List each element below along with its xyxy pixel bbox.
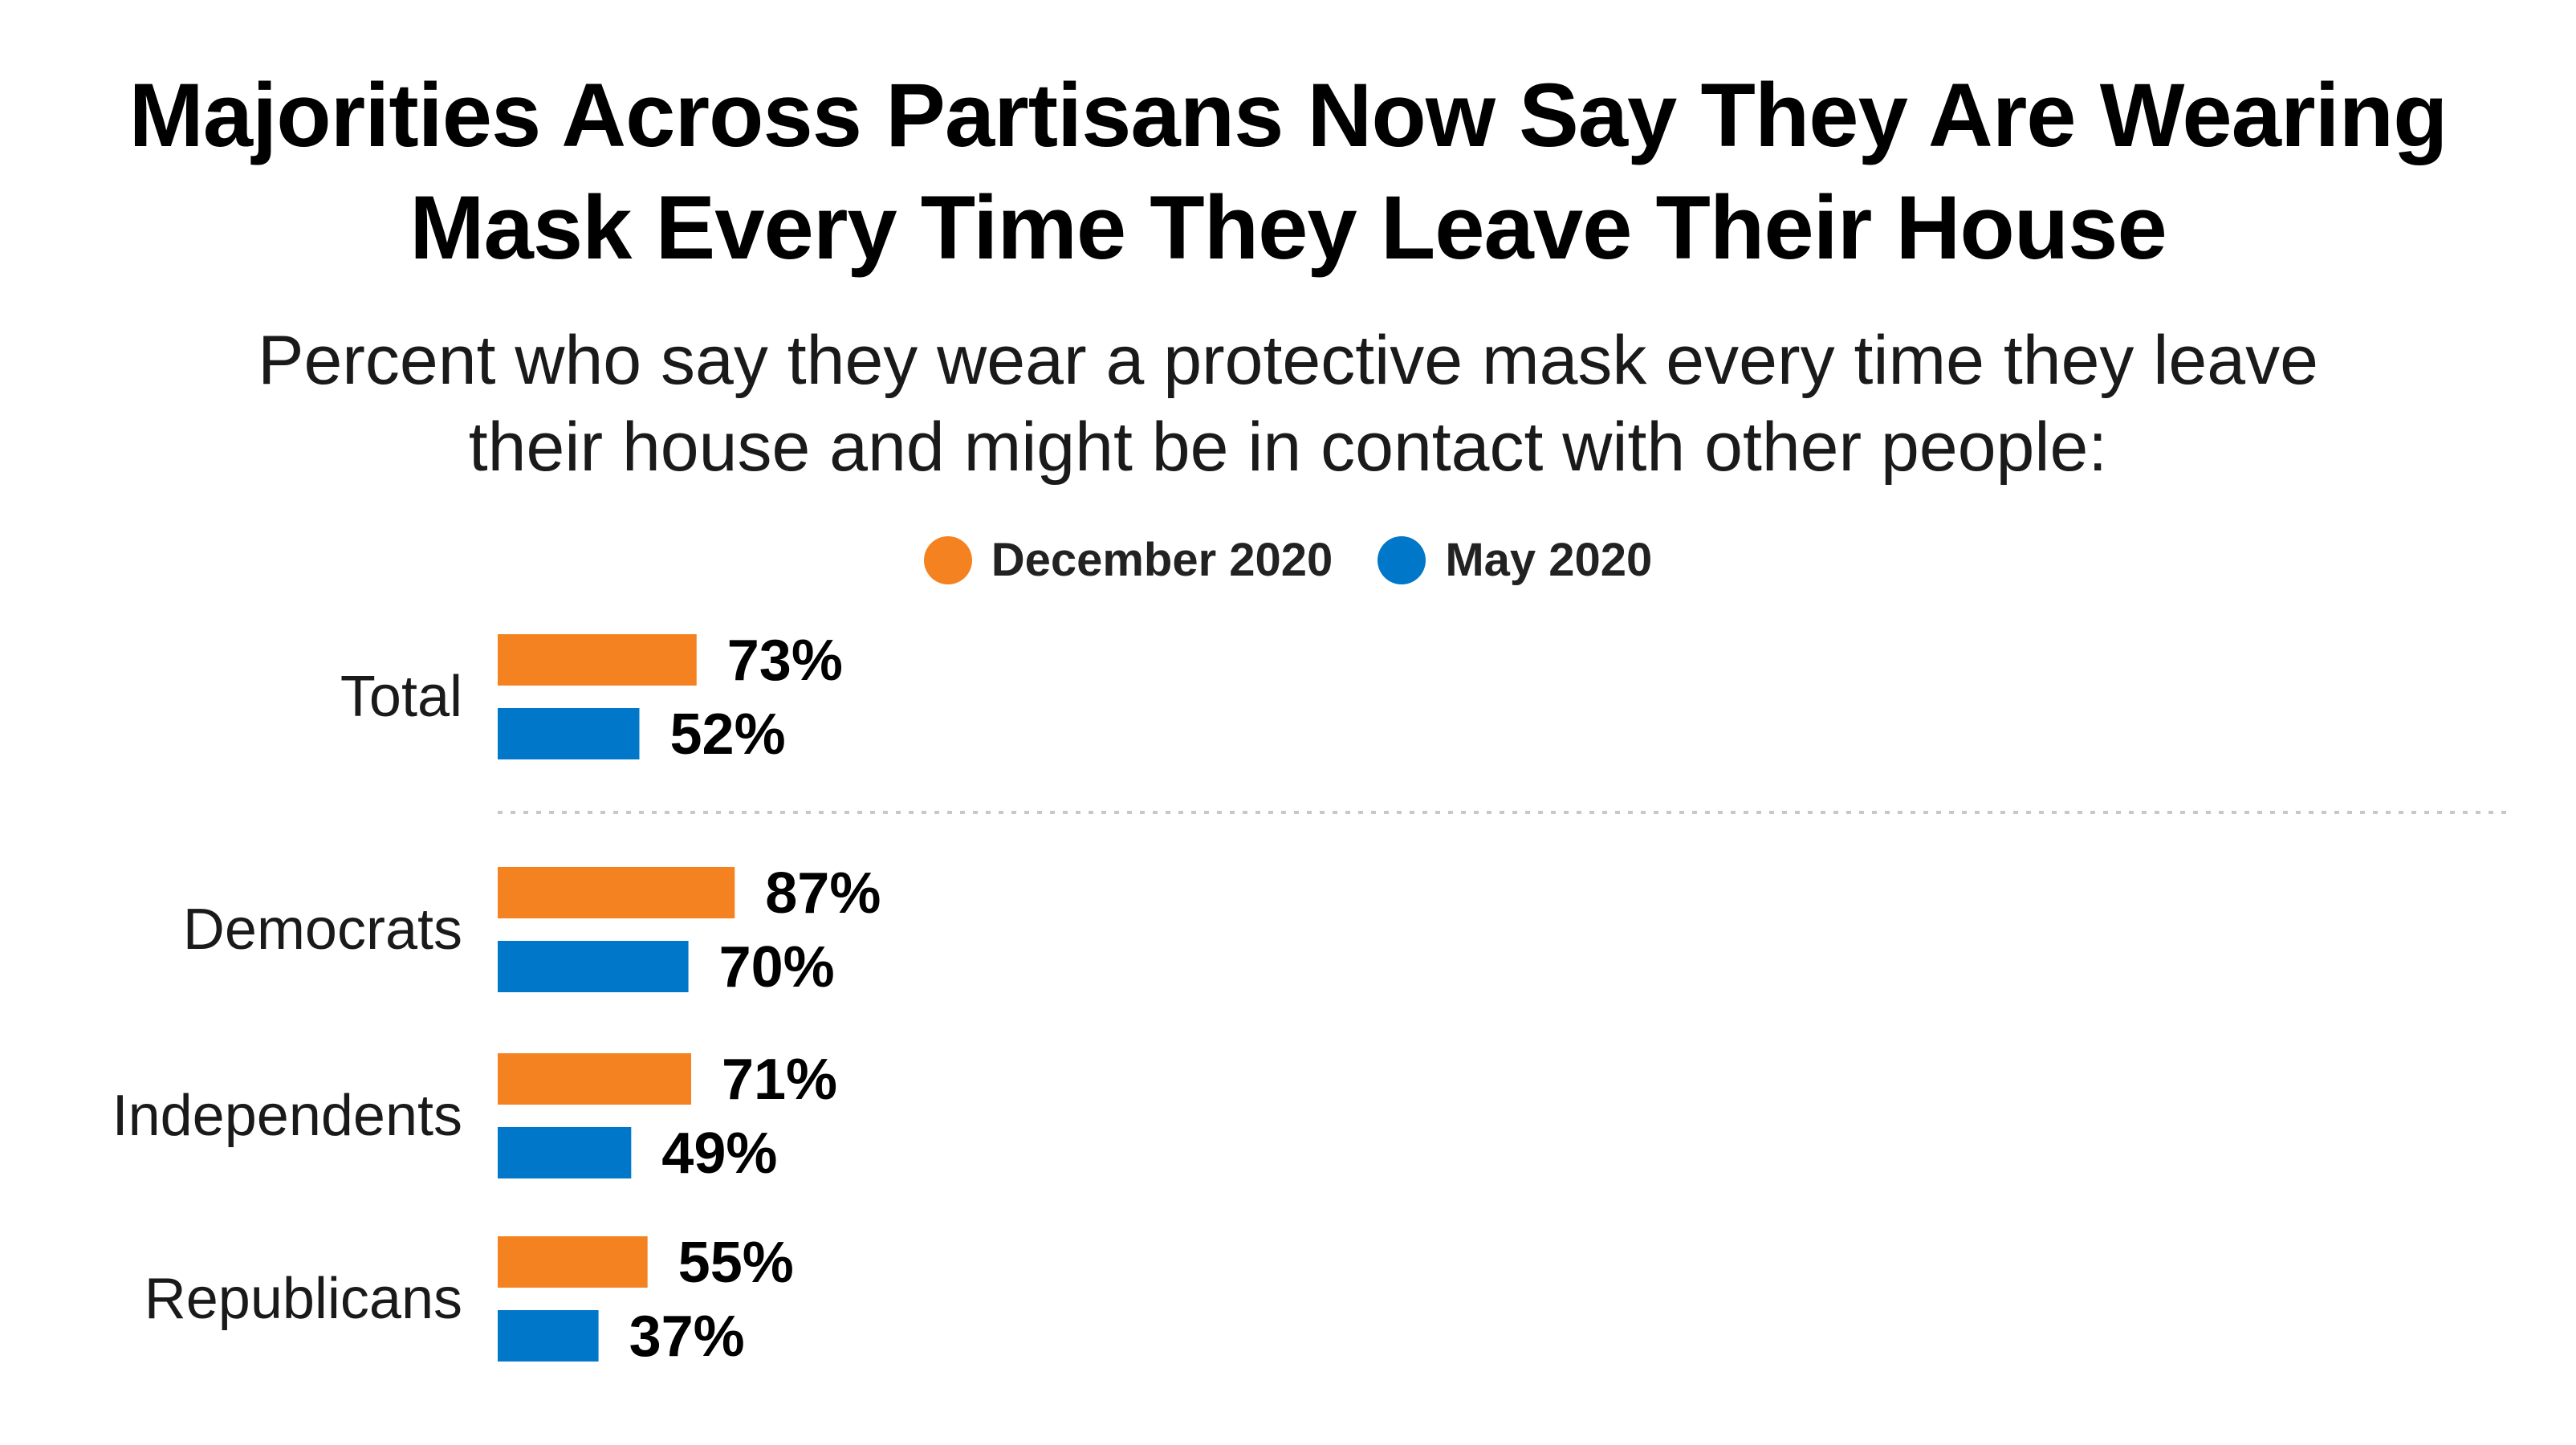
value-label-independents-may-2020: 49% — [661, 1121, 777, 1186]
value-label-independents-december-2020: 71% — [722, 1048, 837, 1112]
legend-swatch-december-2020 — [923, 535, 972, 584]
value-label-republicans-may-2020: 37% — [629, 1305, 745, 1369]
legend-item-may-2020: May 2020 — [1378, 533, 1652, 587]
value-label-republicans-december-2020: 55% — [678, 1231, 794, 1295]
bar-total-december-2020 — [498, 634, 697, 686]
bar-democrats-december-2020 — [498, 867, 735, 918]
value-label-total-december-2020: 73% — [727, 629, 843, 693]
value-label-democrats-may-2020: 70% — [719, 935, 835, 999]
category-label-republicans: Republicans — [144, 1267, 462, 1331]
bar-republicans-may-2020 — [498, 1310, 599, 1362]
chart-title-line-1: Majorities Across Partisans Now Say They… — [128, 65, 2448, 165]
category-label-independents: Independents — [112, 1084, 462, 1148]
bar-independents-december-2020 — [498, 1053, 691, 1105]
category-label-democrats: Democrats — [183, 898, 462, 962]
legend-label-may-2020: May 2020 — [1445, 534, 1653, 586]
bar-republicans-december-2020 — [498, 1236, 648, 1288]
value-label-democrats-december-2020: 87% — [765, 861, 881, 926]
chart-subtitle-line-2: their house and might be in contact with… — [468, 409, 2108, 486]
bar-total-may-2020 — [498, 708, 640, 759]
bar-democrats-may-2020 — [498, 941, 689, 992]
legend-item-december-2020: December 2020 — [923, 533, 1333, 587]
chart-title-line-2: Mask Every Time They Leave Their House — [409, 177, 2167, 278]
chart-subtitle-line-1: Percent who say they wear a protective m… — [258, 322, 2318, 399]
category-label-total: Total — [340, 665, 462, 729]
bar-independents-may-2020 — [498, 1127, 632, 1178]
legend-swatch-may-2020 — [1378, 535, 1426, 584]
value-label-total-may-2020: 52% — [669, 702, 785, 767]
legend-label-december-2020: December 2020 — [991, 534, 1333, 586]
chart-legend: December 2020 May 2020 — [0, 533, 2576, 587]
